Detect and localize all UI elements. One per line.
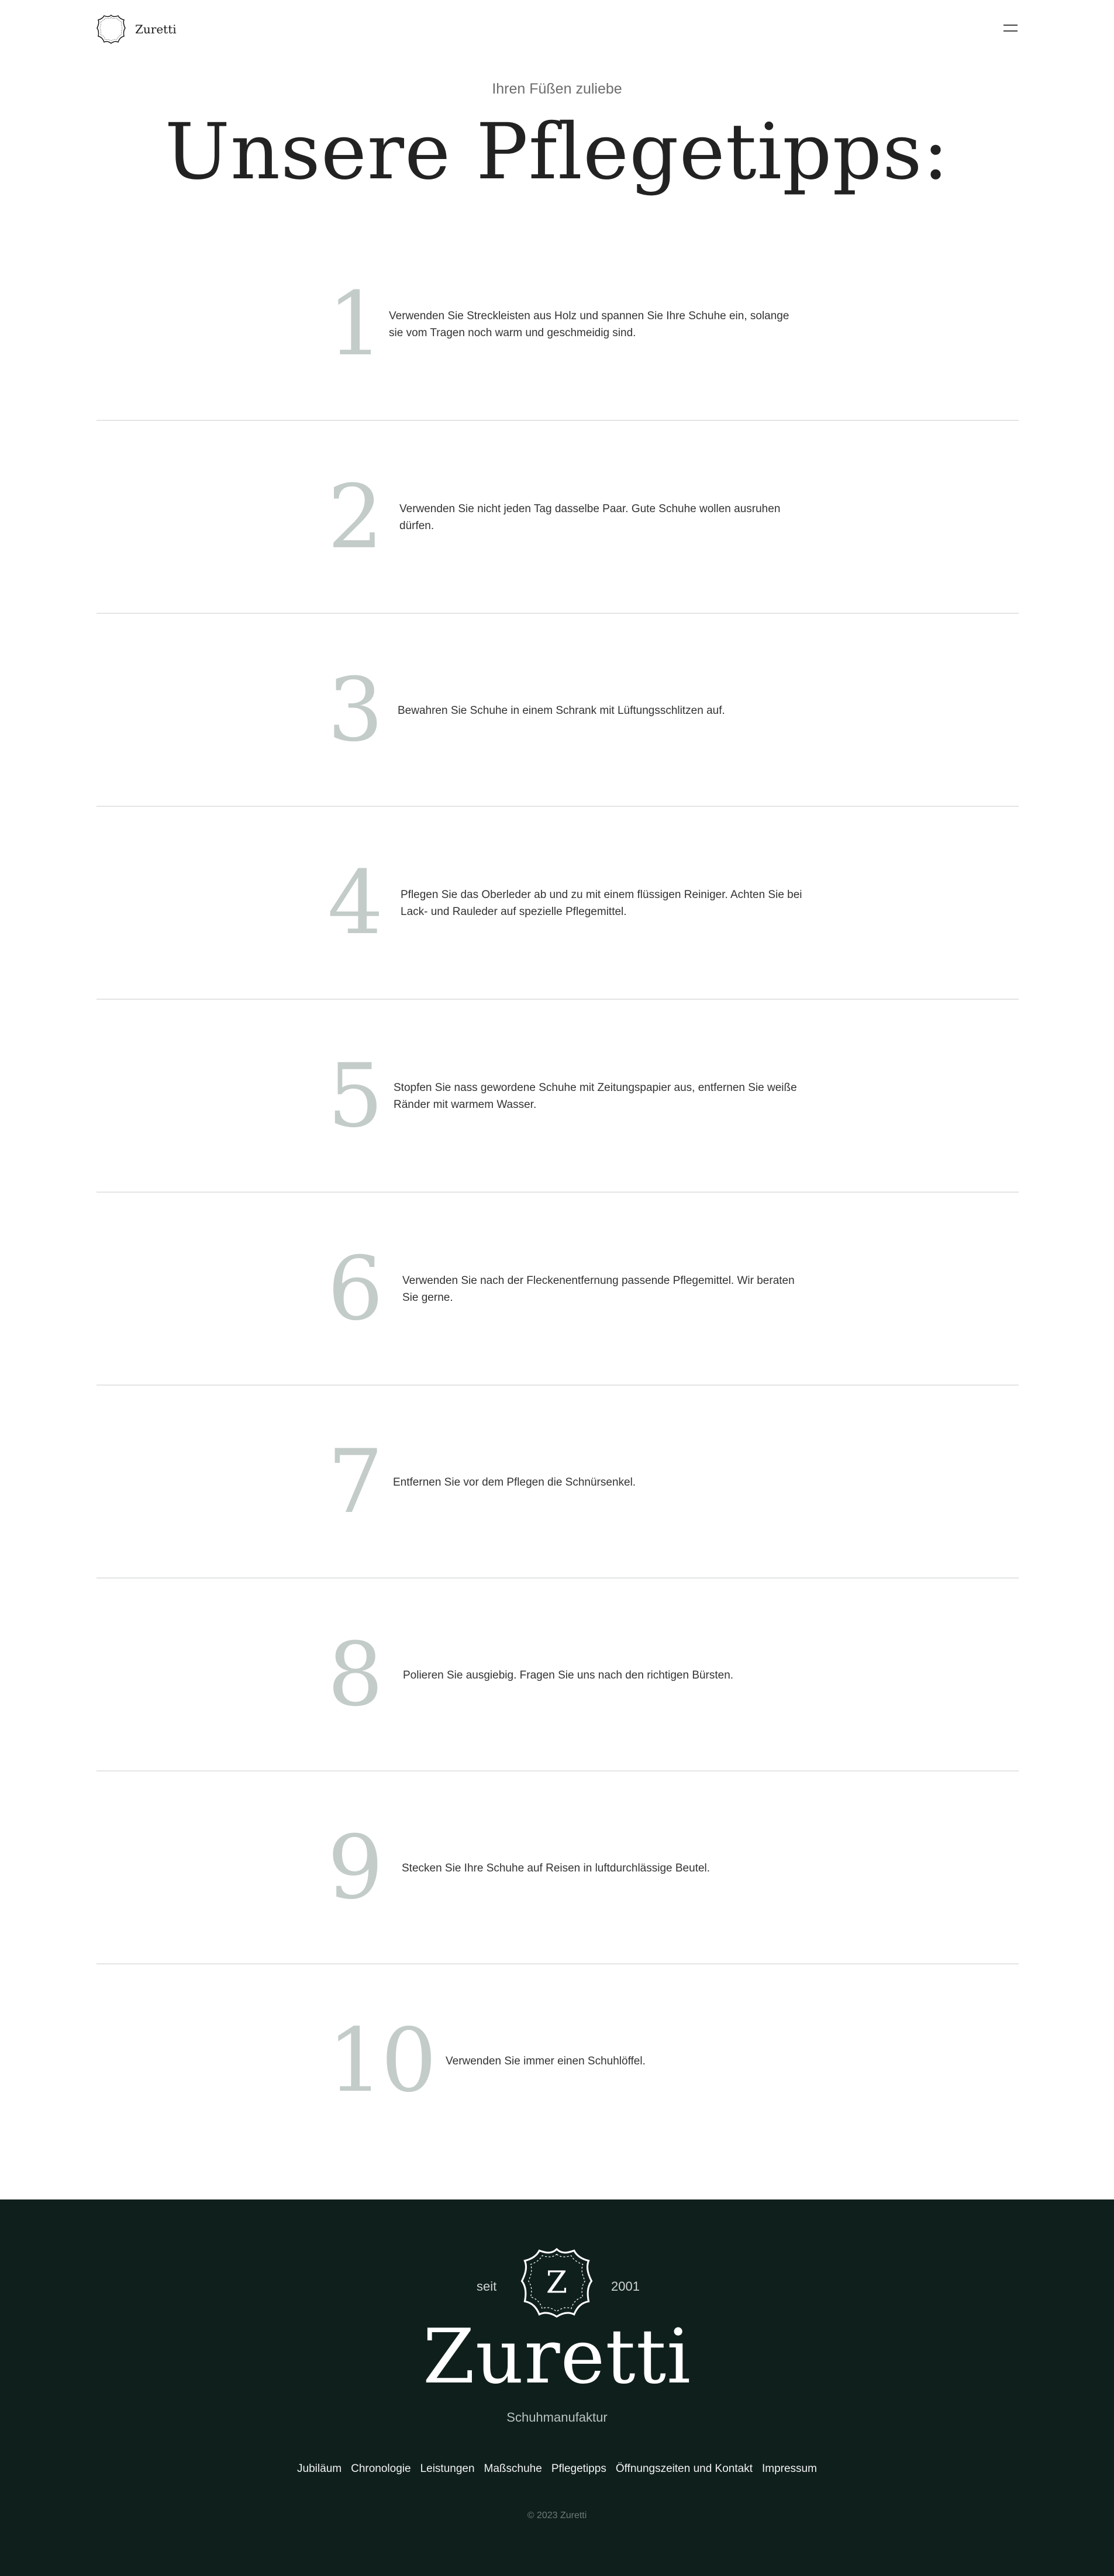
zuretti-badge-icon: Z	[520, 2247, 593, 2318]
footer-tagline: Schuhmanufaktur	[506, 2410, 608, 2425]
tip-number: 1	[327, 274, 383, 375]
tip-text: Polieren Sie ausgiebig. Fragen Sie uns n…	[403, 1669, 734, 1681]
logo-text: Zuretti	[135, 22, 177, 36]
footer-nav-chronologie[interactable]: Chronologie	[351, 2463, 411, 2475]
page-eyebrow: Ihren Füßen zuliebe	[492, 81, 622, 97]
footer-nav-leistungen[interactable]: Leistungen	[420, 2463, 475, 2475]
tip-item: 8 Polieren Sie ausgiebig. Fragen Sie uns…	[96, 1579, 1019, 1772]
since-label: seit	[477, 2279, 497, 2294]
page-title: Unsere Pflegetipps:	[164, 107, 950, 197]
tip-text: Pflegen Sie das Oberleder ab und zu mit …	[401, 889, 802, 918]
home-logo-link[interactable]: Zuretti	[96, 14, 177, 44]
tip-number: 6	[327, 1238, 383, 1340]
footer-brand: Zuretti	[422, 2313, 692, 2401]
tip-item: 7 Entfernen Sie vor dem Pflegen die Schn…	[96, 1386, 1019, 1579]
tip-text: Entfernen Sie vor dem Pflegen die Schnür…	[393, 1476, 636, 1489]
since-year: 2001	[611, 2279, 640, 2294]
tip-text: Stopfen Sie nass gewordene Schuhe mit Ze…	[394, 1082, 797, 1111]
divider	[96, 806, 1019, 807]
tip-number: 9	[327, 1817, 383, 1919]
tip-number: 3	[327, 659, 383, 761]
copyright: © 2023 Zuretti	[527, 2511, 587, 2520]
tip-text: Verwenden Sie immer einen Schuhlöffel.	[446, 2054, 646, 2067]
badge-letter: Z	[546, 2265, 567, 2300]
tip-item: 6 Verwenden Sie nach der Fleckenentfernu…	[96, 1193, 1019, 1386]
tip-text: Verwenden Sie nach der Fleckenentfernung…	[402, 1275, 795, 1304]
footer-nav-impressum[interactable]: Impressum	[761, 2463, 817, 2475]
tip-item: 2 Verwenden Sie nicht jeden Tag dasselbe…	[96, 421, 1019, 614]
divider	[96, 613, 1019, 614]
zuretti-badge-icon	[96, 14, 126, 44]
tip-text: Verwenden Sie nicht jeden Tag dasselbe P…	[399, 503, 781, 532]
divider	[96, 1384, 1019, 1386]
tip-item: 10 Verwenden Sie immer einen Schuhlöffel…	[96, 1964, 1019, 2157]
site-footer: seit Z 2001 Zuretti Schuhmanufaktur Jubi…	[0, 2199, 1114, 2576]
divider	[96, 999, 1019, 1000]
tip-number: 2	[327, 467, 383, 568]
menu-hamburger-icon[interactable]	[1003, 22, 1019, 35]
footer-nav-jubilaeum[interactable]: Jubiläum	[297, 2463, 342, 2475]
footer-nav-oeffnungszeiten[interactable]: Öffnungszeiten und Kontakt	[615, 2463, 753, 2475]
tip-number: 10	[327, 2010, 437, 2112]
divider	[96, 1963, 1019, 1964]
footer-nav-pflegetipps[interactable]: Pflegetipps	[551, 2463, 606, 2475]
tip-item: 1 Verwenden Sie Streckleisten aus Holz u…	[96, 228, 1019, 421]
tip-number: 5	[327, 1045, 383, 1147]
footer-nav: Jubiläum Chronologie Leistungen Maßschuh…	[0, 2463, 1114, 2475]
tip-item: 4 Pflegen Sie das Oberleder ab und zu mi…	[96, 807, 1019, 1000]
site-header: Zuretti	[0, 0, 1114, 58]
divider	[96, 420, 1019, 421]
footer-nav-massschuhe[interactable]: Maßschuhe	[484, 2463, 542, 2475]
divider	[96, 1577, 1019, 1579]
divider	[96, 1770, 1019, 1772]
tip-number: 7	[327, 1431, 383, 1533]
tip-item: 3 Bewahren Sie Schuhe in einem Schrank m…	[96, 614, 1019, 807]
tip-number: 8	[327, 1624, 383, 1726]
divider	[96, 1192, 1019, 1193]
tip-text: Bewahren Sie Schuhe in einem Schrank mit…	[398, 704, 725, 717]
tip-text: Stecken Sie Ihre Schuhe auf Reisen in lu…	[402, 1862, 711, 1874]
tip-text: Verwenden Sie Streckleisten aus Holz und…	[389, 310, 789, 339]
tip-item: 5 Stopfen Sie nass gewordene Schuhe mit …	[96, 1000, 1019, 1193]
tip-number: 4	[327, 852, 383, 954]
tip-item: 9 Stecken Sie Ihre Schuhe auf Reisen in …	[96, 1772, 1019, 1964]
